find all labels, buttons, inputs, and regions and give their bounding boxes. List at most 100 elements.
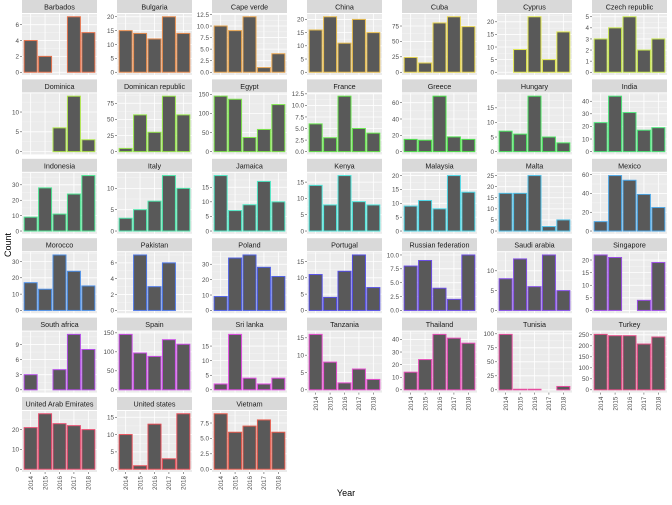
bar <box>271 431 286 470</box>
bar <box>118 147 133 153</box>
x-tick-label: 2017 <box>71 476 78 491</box>
bar <box>527 16 542 73</box>
x-tick-label: 2018 <box>86 476 93 491</box>
bar <box>622 335 637 391</box>
facet-strip <box>22 79 97 93</box>
facet-panel: Barbados 0 2 4 6 <box>15 0 97 77</box>
y-tick-label: 0 <box>585 308 589 315</box>
bar <box>66 16 81 73</box>
facet-strip <box>22 158 97 172</box>
y-tick-label: 10 <box>297 196 305 203</box>
bar <box>622 112 637 153</box>
bar <box>323 296 338 311</box>
facet-strip <box>307 317 382 331</box>
y-tick-label: 5 <box>490 57 494 64</box>
y-tick-label: 50 <box>392 39 400 46</box>
y-tick-label: 0 <box>585 228 589 235</box>
bar <box>242 16 257 73</box>
y-tick-label: 20 <box>582 257 590 264</box>
facet-strip <box>117 0 192 13</box>
facet-strip <box>212 158 287 172</box>
bar <box>256 419 271 470</box>
bar <box>593 254 608 311</box>
bar <box>446 16 461 73</box>
bar <box>461 254 476 311</box>
bar <box>213 413 228 470</box>
bar <box>228 30 243 73</box>
y-tick-label: 2.5 <box>390 294 399 301</box>
y-tick-label: 7.5 <box>200 420 209 427</box>
bar <box>351 368 366 391</box>
y-tick-label: 20 <box>392 133 400 140</box>
facet-strip <box>212 397 287 410</box>
y-tick-label: 10 <box>582 283 590 290</box>
bar <box>636 129 651 153</box>
bar <box>541 59 556 73</box>
bar <box>133 209 148 232</box>
facet-panel: Malta 0 5 10 15 20 25 <box>487 158 572 235</box>
facet-title: Czech republic <box>606 3 654 12</box>
bar <box>446 298 461 311</box>
bar <box>527 95 542 153</box>
facet-strip <box>402 0 477 13</box>
y-tick-label: 25 <box>392 54 400 61</box>
bar <box>256 67 271 73</box>
y-tick-label: 0 <box>15 70 19 77</box>
bar <box>651 38 666 73</box>
bar <box>118 333 133 391</box>
facet-title: Indonesia <box>44 161 75 170</box>
y-tick-label: 3 <box>585 36 589 43</box>
bar <box>337 95 352 153</box>
facet-title: Russian federation <box>410 241 470 250</box>
y-tick-label: 0.0 <box>200 467 209 474</box>
bar <box>81 429 96 470</box>
y-tick-label: 3 <box>15 372 19 379</box>
y-tick-label: 40 <box>392 116 400 123</box>
x-tick-label: 2015 <box>42 476 49 491</box>
facet-strip <box>497 238 572 252</box>
bar <box>403 265 418 311</box>
bar <box>337 175 352 232</box>
bar <box>228 210 243 232</box>
y-tick-label: 0 <box>205 149 209 156</box>
bar <box>66 95 81 153</box>
facet-strip <box>497 317 572 331</box>
facet-title: Saudi arabia <box>514 241 554 250</box>
y-tick-label: 20 <box>582 210 590 217</box>
facet-strip <box>402 238 477 252</box>
y-tick-label: 40 <box>582 99 590 106</box>
y-tick-label: 9 <box>15 342 19 349</box>
bar <box>403 205 418 232</box>
y-tick-label: 2.5 <box>200 58 209 65</box>
bar <box>323 361 338 391</box>
y-tick-label: 5.0 <box>295 126 304 133</box>
y-tick-label: 10.0 <box>387 252 400 259</box>
bar <box>66 193 81 232</box>
bar <box>147 131 162 153</box>
y-tick-label: 5 <box>490 288 494 295</box>
y-tick-label: 150 <box>198 92 209 99</box>
y-tick-label: 10 <box>487 206 495 213</box>
y-tick-label: 10 <box>297 352 305 359</box>
y-tick-label: 5 <box>300 370 304 377</box>
facet-panel: Italy 0 5 10 <box>107 158 192 235</box>
bar <box>256 266 271 311</box>
bar <box>52 369 67 391</box>
bar <box>527 286 542 311</box>
bar <box>52 127 67 153</box>
bar <box>366 378 381 391</box>
facet-title: Hungary <box>521 82 549 91</box>
y-tick-label: 250 <box>578 332 589 339</box>
y-tick-label: 0 <box>15 387 19 394</box>
y-tick-label: 2 <box>15 54 19 61</box>
bar <box>242 136 257 153</box>
y-tick-label: 7.5 <box>390 266 399 273</box>
y-tick-label: 0 <box>585 387 589 394</box>
y-tick-label: 10 <box>582 136 590 143</box>
bar <box>323 137 338 153</box>
facet-strip <box>117 317 192 331</box>
facet-strip <box>307 0 382 13</box>
bar <box>622 179 637 232</box>
facet-panel: Dominican republic 0 25 50 75 <box>107 79 192 156</box>
y-tick-label: 30 <box>582 111 590 118</box>
